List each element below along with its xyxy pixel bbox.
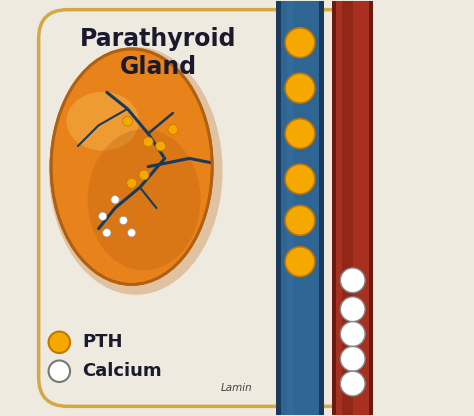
Circle shape [155,141,165,151]
Circle shape [103,229,111,237]
Circle shape [285,73,315,103]
FancyBboxPatch shape [39,10,435,406]
Text: Parathyroid
Gland: Parathyroid Gland [80,27,237,79]
Ellipse shape [51,49,212,285]
Circle shape [143,137,153,147]
Bar [342,1,353,415]
Circle shape [285,28,315,57]
Bar [332,1,336,415]
Bar [287,1,294,415]
Ellipse shape [88,129,201,270]
Bar [374,1,474,415]
Circle shape [128,229,136,237]
Circle shape [48,361,70,382]
Circle shape [285,119,315,149]
Circle shape [168,124,178,134]
Circle shape [285,206,315,235]
Circle shape [123,116,132,126]
Bar [332,1,374,415]
Circle shape [111,196,119,204]
Ellipse shape [49,47,222,295]
Bar [369,1,374,415]
Circle shape [340,347,365,371]
Circle shape [340,297,365,322]
Text: Lamin: Lamin [221,383,253,393]
Circle shape [119,216,128,225]
Circle shape [127,178,137,188]
Circle shape [48,332,70,353]
Circle shape [340,268,365,293]
Circle shape [340,371,365,396]
Circle shape [285,247,315,277]
Circle shape [139,170,149,180]
Text: PTH: PTH [82,333,123,351]
Bar [276,1,324,415]
Circle shape [99,212,107,220]
Text: Calcium: Calcium [82,362,162,380]
Circle shape [340,322,365,347]
Circle shape [285,164,315,194]
Bar [276,1,281,415]
Bar [319,1,324,415]
Ellipse shape [66,92,139,151]
